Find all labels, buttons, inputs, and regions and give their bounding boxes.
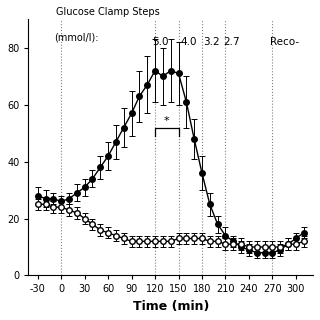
Text: (mmol/l):: (mmol/l):: [54, 32, 99, 42]
Text: Reco-: Reco-: [269, 37, 299, 47]
Text: 3.2: 3.2: [203, 37, 220, 47]
Text: *: *: [164, 116, 170, 126]
Text: 4.0: 4.0: [180, 37, 197, 47]
Text: 5.0: 5.0: [152, 37, 169, 47]
Text: 2.7: 2.7: [223, 37, 240, 47]
X-axis label: Time (min): Time (min): [132, 300, 209, 313]
Text: Glucose Clamp Steps: Glucose Clamp Steps: [56, 7, 160, 17]
